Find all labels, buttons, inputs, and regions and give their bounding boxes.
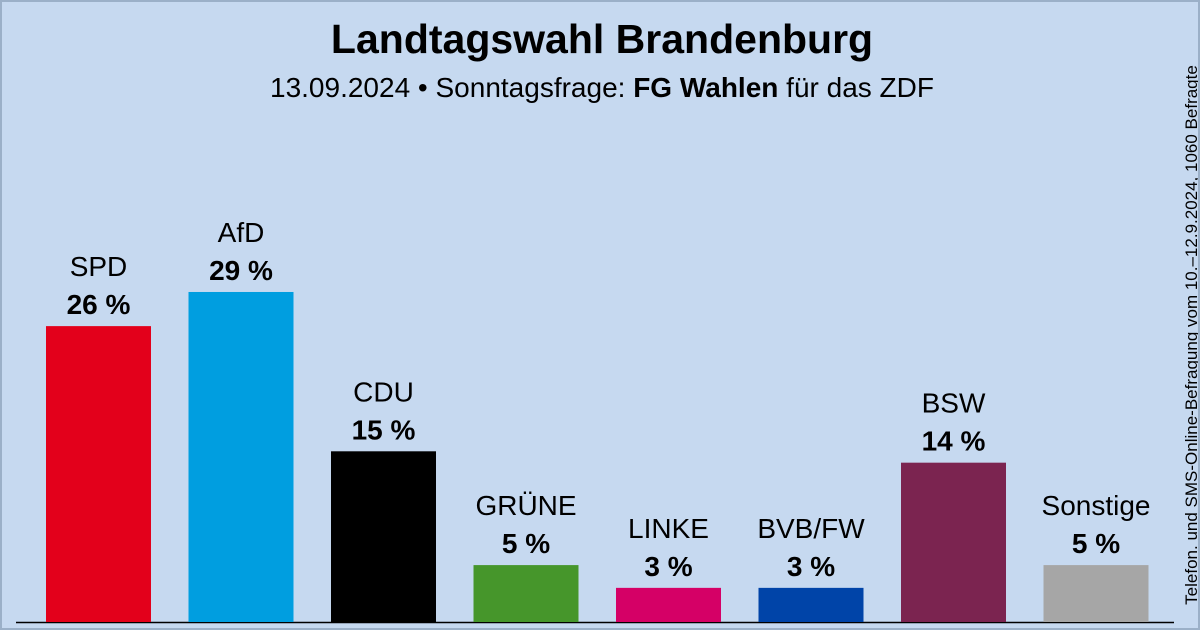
bar-afd bbox=[188, 291, 294, 622]
category-label-spd: SPD bbox=[70, 251, 128, 282]
category-label-cdu: CDU bbox=[353, 376, 414, 407]
value-label-cdu: 15 % bbox=[352, 414, 416, 445]
subtitle-institute: FG Wahlen bbox=[633, 72, 779, 103]
category-label-sonstige: Sonstige bbox=[1042, 490, 1151, 521]
category-label-grüne: GRÜNE bbox=[475, 490, 576, 521]
bar-sonstige bbox=[1043, 565, 1149, 622]
chart-subtitle: 13.09.2024 • Sonntagsfrage: FG Wahlen fü… bbox=[2, 72, 1198, 104]
subtitle-client: für das ZDF bbox=[778, 72, 934, 103]
bar-linke bbox=[616, 587, 721, 622]
value-label-linke: 3 % bbox=[644, 551, 692, 582]
value-label-grüne: 5 % bbox=[502, 528, 550, 559]
bar-bsw bbox=[901, 462, 1006, 622]
subtitle-date-label: 13.09.2024 • Sonntagsfrage: bbox=[270, 72, 634, 103]
value-label-afd: 29 % bbox=[209, 255, 273, 286]
bar-cdu bbox=[331, 451, 436, 622]
value-label-sonstige: 5 % bbox=[1072, 528, 1120, 559]
category-label-linke: LINKE bbox=[628, 513, 709, 544]
value-label-bvb-fw: 3 % bbox=[787, 551, 835, 582]
bar-spd bbox=[46, 326, 151, 622]
value-label-spd: 26 % bbox=[67, 289, 131, 320]
bar-bvb-fw bbox=[758, 587, 864, 622]
chart-title: Landtagswahl Brandenburg bbox=[330, 16, 874, 62]
category-label-bsw: BSW bbox=[922, 388, 986, 419]
category-label-bvb-fw: BVB/FW bbox=[757, 513, 865, 544]
category-label-afd: AfD bbox=[218, 217, 265, 248]
value-label-bsw: 14 % bbox=[922, 426, 986, 457]
bar-grüne bbox=[473, 565, 579, 622]
